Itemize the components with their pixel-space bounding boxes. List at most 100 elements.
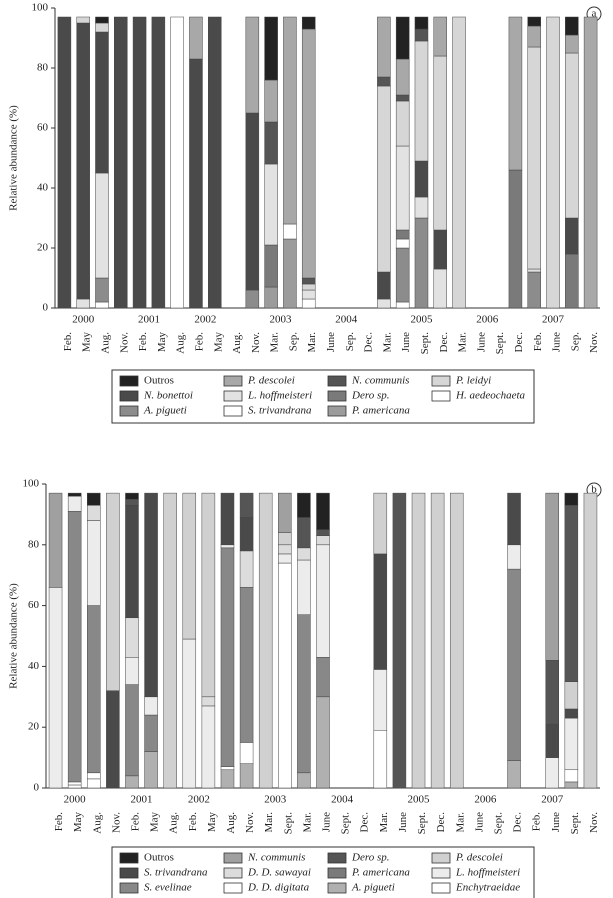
bar-segment — [87, 520, 101, 606]
bar-segment — [163, 492, 177, 789]
x-tick-label: Sept. — [569, 812, 581, 835]
bar-segment — [316, 696, 330, 789]
legend-swatch — [223, 390, 243, 402]
bar-segment — [564, 708, 579, 719]
bar-segment — [125, 505, 139, 619]
legend-label: Dero sp. — [351, 852, 389, 864]
bar-segment — [301, 289, 316, 300]
y-tick-label: 60 — [37, 122, 49, 134]
year-label: 2003 — [270, 314, 293, 326]
bar-segment — [316, 657, 330, 698]
bar-segment — [583, 16, 598, 309]
year-label: 2006 — [474, 794, 497, 806]
x-tick-label: Aug. — [225, 812, 237, 834]
bar-segment — [144, 492, 158, 698]
legend-swatch — [223, 852, 243, 864]
x-tick-label: Sep. — [344, 332, 356, 352]
bar-segment — [114, 16, 128, 309]
bar-segment — [564, 492, 579, 506]
x-tick-label: June — [551, 332, 563, 352]
legend-label: N. communis — [247, 852, 305, 864]
bar-segment — [301, 298, 316, 309]
legend-label: D. D. sawayai — [247, 867, 311, 879]
bar-segment — [151, 16, 166, 309]
legend-label: P. descolei — [455, 852, 503, 864]
bar-segment — [527, 16, 541, 27]
year-label: 2002 — [194, 314, 216, 326]
legend-label: P. descolei — [247, 375, 295, 387]
x-tick-label: Feb. — [187, 812, 199, 832]
bar-segment — [125, 617, 139, 658]
bar-segment — [564, 505, 579, 682]
x-tick-label: Sept. — [282, 812, 294, 835]
bar-segment — [258, 492, 273, 789]
bar-segment — [301, 277, 316, 285]
legend-label: S. trivandrana — [144, 867, 208, 879]
bar-segment — [239, 492, 254, 518]
bar-segment — [564, 681, 579, 710]
bar-segment — [201, 696, 216, 707]
bar-segment — [433, 229, 448, 270]
legend-label: N. communis — [351, 375, 409, 387]
bar-segment — [239, 517, 254, 552]
x-tick-label: May — [149, 812, 161, 833]
legend-swatch — [327, 882, 347, 894]
bar-segment — [207, 16, 222, 309]
x-tick-label: Nov. — [110, 812, 122, 833]
legend-label: D. D. digitata — [247, 882, 310, 894]
legend-box — [111, 846, 535, 898]
x-tick-label: Sept. — [340, 812, 352, 835]
legend-label: P. americana — [351, 405, 410, 417]
legend-label: A. pigueti — [351, 882, 395, 894]
bar-segment — [297, 517, 311, 549]
bar-segment — [67, 495, 82, 512]
y-axis-label: Relative abundance (%) — [8, 583, 20, 689]
bar-segment — [67, 781, 82, 786]
y-tick-label: 40 — [28, 660, 40, 672]
year-label: 2003 — [264, 794, 287, 806]
bar-segment — [377, 85, 391, 273]
x-tick-label: Dec. — [435, 812, 447, 833]
x-tick-label: May — [206, 812, 218, 833]
bar-segment — [125, 498, 139, 506]
x-tick-label: Aug. — [231, 332, 243, 354]
bar-segment — [414, 16, 429, 30]
x-tick-label: Mar. — [301, 812, 313, 833]
bar-segment — [278, 492, 292, 533]
bar-segment — [395, 229, 410, 240]
legend-label: Enchytraeidae — [455, 882, 520, 894]
bar-segment — [414, 40, 429, 162]
legend-label: S. evelinae — [144, 882, 192, 894]
bar-segment — [545, 660, 559, 725]
bar-segment — [449, 492, 464, 789]
bar-segment — [565, 217, 579, 255]
y-tick-label: 80 — [28, 538, 40, 550]
legend-swatch — [223, 375, 243, 387]
bar-segment — [301, 16, 316, 30]
bar-segment — [316, 529, 330, 536]
legend-label: L. hoffmeisteri — [247, 390, 312, 402]
bar-segment — [278, 532, 292, 546]
legend-swatch — [119, 867, 139, 879]
y-tick-label: 40 — [37, 182, 49, 194]
x-tick-label: Sept. — [419, 332, 431, 355]
bar-segment — [392, 492, 407, 789]
bar-segment — [67, 511, 82, 783]
x-tick-label: Feb. — [532, 332, 544, 352]
bar-segment — [95, 16, 109, 24]
bar-segment — [95, 301, 109, 309]
bar-segment — [264, 79, 278, 123]
bar-segment — [564, 769, 579, 783]
x-tick-label: Dec. — [438, 332, 450, 353]
legend-label: Outros — [144, 375, 174, 387]
bar-segment — [144, 696, 158, 716]
bar-segment — [264, 16, 278, 81]
x-tick-label: Sept. — [494, 332, 506, 355]
bar-segment — [508, 16, 523, 171]
bar-segment — [452, 16, 466, 309]
bar-segment — [182, 638, 197, 789]
bar-segment — [565, 34, 579, 54]
bar-segment — [264, 286, 278, 309]
x-tick-label: Nov. — [244, 812, 256, 833]
y-tick-label: 60 — [28, 599, 40, 611]
